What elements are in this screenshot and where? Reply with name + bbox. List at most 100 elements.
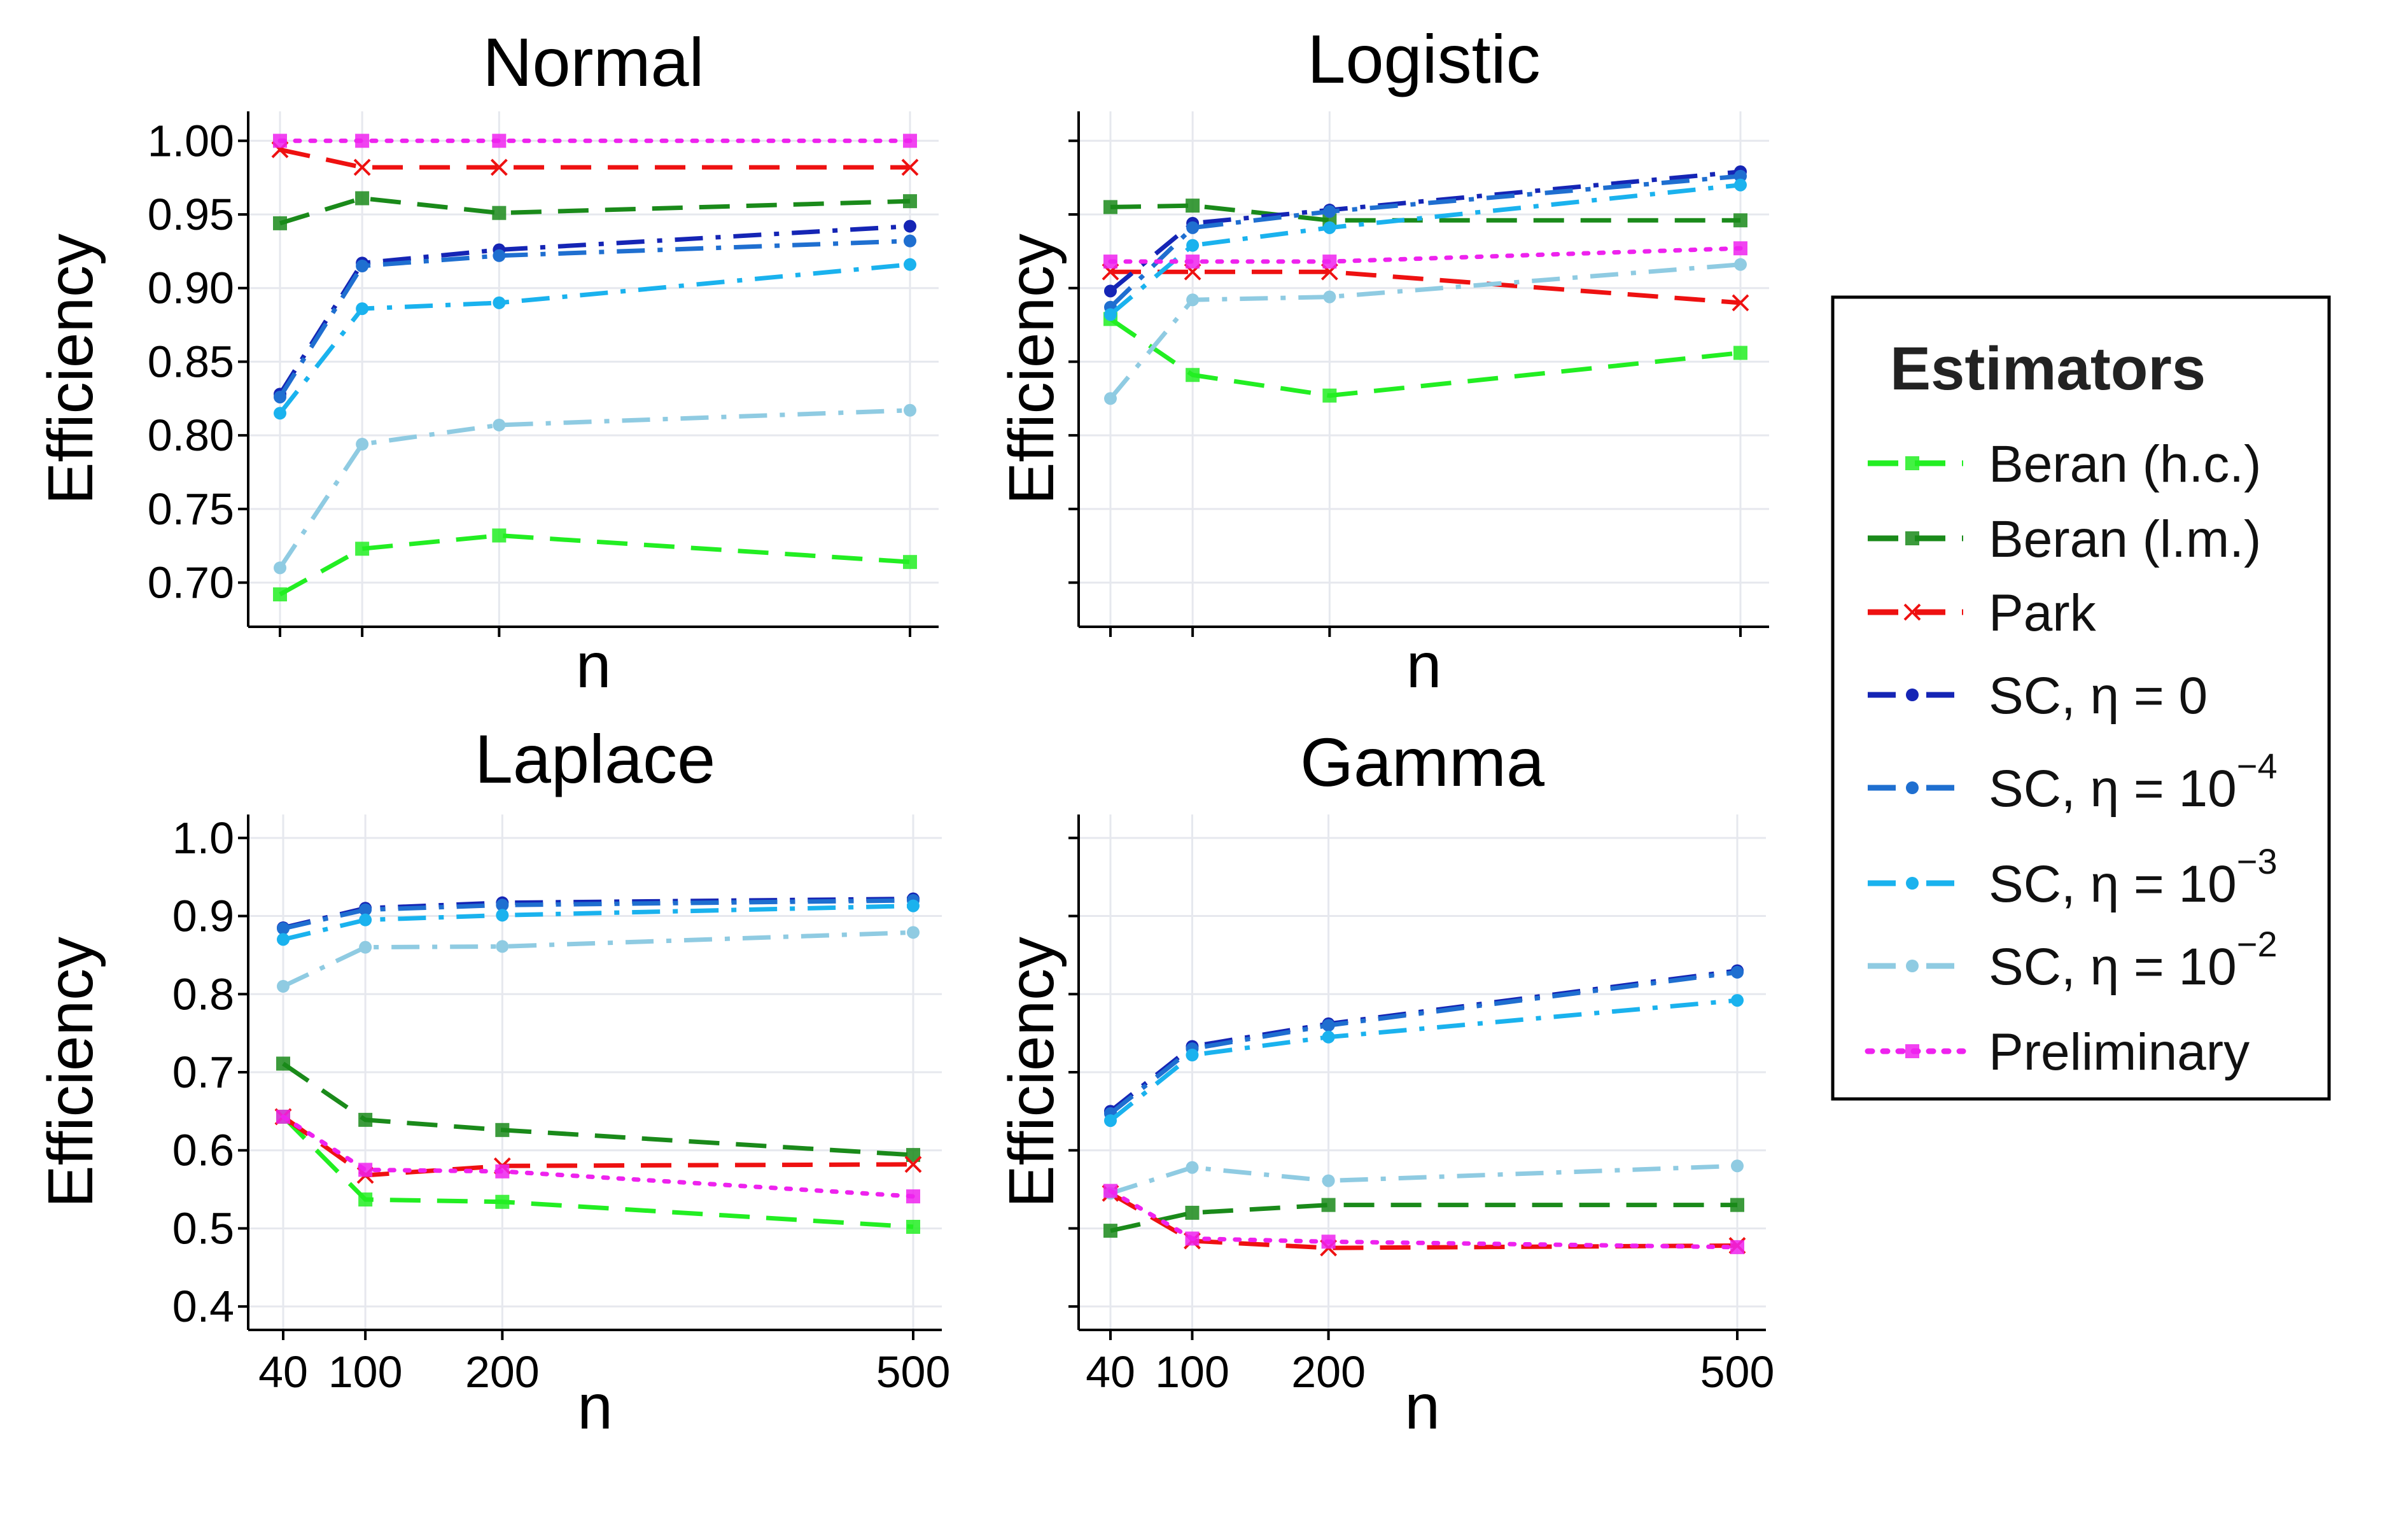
- data-point: [904, 258, 916, 271]
- series-6: [1104, 1159, 1744, 1200]
- data-point: [1186, 199, 1200, 213]
- data-point: [277, 980, 290, 993]
- x-axis-label: n: [1406, 630, 1442, 701]
- data-point: [493, 249, 506, 262]
- data-point: [276, 1056, 290, 1071]
- data-point: [1730, 1240, 1744, 1254]
- x-tick-label: 40: [1086, 1347, 1135, 1397]
- data-point: [1732, 294, 1749, 312]
- data-point: [358, 1192, 373, 1207]
- legend-swatch-marker: [1905, 456, 1919, 470]
- legend-label: Beran (h.c.): [1989, 435, 2261, 493]
- chart-panel-laplace: 0.4 0.5 0.6 0.7 0.8 0.9 1.0 40 100 200 500 Laplace n…: [35, 720, 950, 1443]
- series-line: [281, 1114, 916, 1199]
- legend-label: SC, η = 0: [1989, 667, 2208, 725]
- data-point: [493, 418, 506, 431]
- legend-swatch-marker: [1903, 603, 1921, 621]
- data-point: [358, 1112, 373, 1127]
- data-point: [1734, 258, 1747, 271]
- data-point: [1731, 1159, 1744, 1173]
- data-point: [1731, 994, 1744, 1007]
- data-point: [273, 587, 287, 602]
- series-line: [282, 1061, 914, 1157]
- data-point: [355, 134, 370, 148]
- data-point: [903, 555, 917, 570]
- chart-panel-gamma: 40 100 200 500 Gamma n Efficiency: [996, 724, 1774, 1443]
- data-point: [1731, 965, 1744, 979]
- series-line: [282, 930, 914, 989]
- series-line: [281, 1115, 914, 1178]
- y-tick-label: 0.75: [148, 484, 234, 534]
- data-point: [273, 216, 287, 230]
- legend-item: Park: [1868, 584, 2097, 642]
- data-point: [1103, 255, 1117, 269]
- data-point: [490, 158, 508, 176]
- series-6: [274, 403, 916, 575]
- panel-title: Laplace: [475, 720, 715, 797]
- series-5: [274, 258, 916, 420]
- series-line: [281, 1115, 914, 1229]
- series-5: [1104, 178, 1747, 321]
- series-line: [1109, 183, 1741, 317]
- data-point: [495, 1164, 510, 1178]
- data-point: [356, 438, 369, 451]
- data-point: [1323, 290, 1336, 304]
- series-3: [1104, 165, 1747, 298]
- legend-item: Beran (h.c.): [1868, 435, 2261, 493]
- series-line: [279, 195, 911, 226]
- series-line: [1109, 262, 1741, 400]
- legend-item: Preliminary: [1865, 1023, 2250, 1081]
- series-line: [283, 898, 914, 931]
- x-tick-label: 500: [876, 1347, 951, 1397]
- data-point: [906, 1189, 920, 1204]
- x-tick-label: 500: [1700, 1347, 1775, 1397]
- x-axis-label: n: [1404, 1371, 1440, 1443]
- data-point: [493, 296, 506, 309]
- data-point: [277, 933, 290, 946]
- chart-panels: 0.70 0.75 0.80 0.85 0.90 0.95 1.00 Normal n Effic…: [35, 20, 1774, 1443]
- data-point: [274, 390, 286, 403]
- y-tick-label: 0.70: [148, 558, 234, 608]
- y-tick-label: 0.95: [148, 190, 234, 239]
- y-tick-label: 0.90: [148, 263, 234, 313]
- data-point: [1322, 1030, 1335, 1044]
- legend-label: Park: [1989, 584, 2097, 642]
- legend-swatch-marker: [1906, 877, 1919, 890]
- series-line: [1109, 174, 1741, 309]
- series-line: [1108, 246, 1743, 264]
- legend-swatch-marker: [1906, 781, 1919, 794]
- data-point: [1185, 1205, 1200, 1220]
- x-tick-label: 40: [258, 1347, 308, 1397]
- x-axis-label: n: [576, 630, 612, 701]
- data-point: [901, 158, 919, 176]
- data-point: [1322, 388, 1337, 403]
- data-point: [1186, 1161, 1199, 1174]
- legend-swatch-marker: [1905, 531, 1919, 545]
- legend-swatch-marker: [1906, 960, 1919, 972]
- series-1: [1103, 1198, 1744, 1238]
- data-point: [356, 260, 369, 272]
- series-line: [1109, 968, 1738, 1114]
- y-axis-label: Efficiency: [35, 234, 106, 505]
- data-point: [358, 1163, 373, 1177]
- x-tick-label: 200: [1291, 1347, 1366, 1397]
- data-point: [1322, 255, 1337, 269]
- y-tick-label: 0.85: [148, 337, 234, 386]
- data-point: [907, 926, 920, 939]
- y-tick-label: 0.6: [172, 1126, 234, 1175]
- data-point: [1104, 284, 1117, 298]
- series-1: [1103, 199, 1747, 228]
- series-4: [277, 894, 920, 935]
- data-point: [1186, 239, 1200, 252]
- y-axis-label: Efficiency: [35, 937, 106, 1208]
- data-point: [1103, 200, 1117, 214]
- data-point: [356, 302, 369, 316]
- legend-exponent: −3: [2237, 841, 2278, 881]
- data-point: [355, 191, 370, 206]
- legend-title: Estimators: [1890, 335, 2206, 403]
- series-line: [279, 147, 910, 170]
- data-point: [1186, 293, 1200, 307]
- series-6: [277, 926, 920, 993]
- series-line: [1109, 998, 1738, 1122]
- data-point: [1104, 392, 1117, 405]
